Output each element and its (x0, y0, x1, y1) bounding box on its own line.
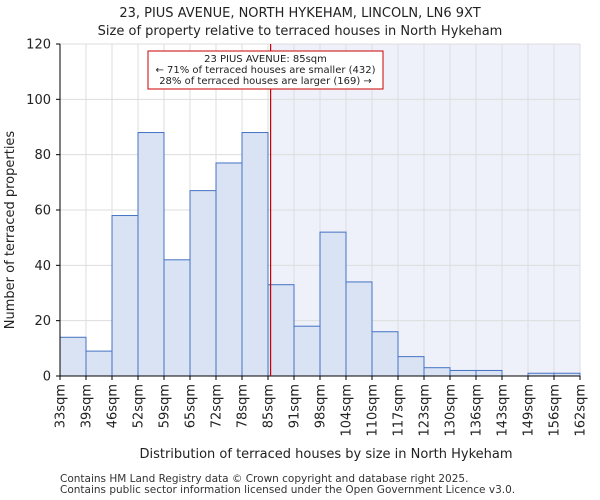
x-tick-label: 78sqm (236, 384, 251, 428)
chart-subtitle: Size of property relative to terraced ho… (97, 24, 503, 39)
x-tick-label: 72sqm (210, 384, 225, 428)
annotation-line-3: 28% of terraced houses are larger (169) … (159, 76, 372, 87)
bar-46sqm (111, 215, 139, 377)
bar-59sqm (163, 259, 191, 377)
footer-line-1: Contains HM Land Registry data © Crown c… (60, 473, 469, 485)
annotation-line-1: 23 PIUS AVENUE: 85sqm (204, 54, 327, 65)
y-tick-label: 20 (34, 314, 51, 329)
x-tick-label: 52sqm (132, 384, 147, 428)
bar-72sqm (215, 162, 243, 377)
bar-85sqm (267, 284, 295, 377)
histogram-chart: 0 20 40 60 80 100 120 33sqm 39sqm 46sqm 52sqm 59sqm… (3, 38, 589, 463)
x-tick-label: 59sqm (158, 384, 173, 428)
bar-110sqm (371, 331, 399, 377)
annotation-line-2: ← 71% of terraced houses are smaller (43… (155, 65, 375, 76)
x-tick-label: 104sqm (340, 384, 355, 437)
bar-39sqm (85, 350, 113, 377)
x-tick-label: 130sqm (444, 384, 459, 437)
y-tick-label: 0 (43, 370, 51, 385)
x-tick-label: 65sqm (184, 384, 199, 428)
bar-130sqm (449, 369, 477, 377)
bar-117sqm (397, 356, 425, 377)
x-tick-label: 46sqm (106, 384, 121, 428)
y-tick-label: 40 (34, 259, 51, 274)
bar-91sqm (293, 325, 321, 377)
y-axis-title: Number of terraced properties (3, 131, 18, 330)
x-tick-label: 156sqm (548, 384, 563, 437)
x-tick-label: 85sqm (262, 384, 277, 428)
x-tick-label: 123sqm (418, 384, 433, 437)
bar-98sqm (319, 231, 347, 377)
y-tick-label: 80 (34, 148, 51, 163)
x-tick-label: 91sqm (288, 384, 303, 428)
y-tick-label: 120 (26, 38, 51, 53)
bar-136sqm (475, 369, 503, 377)
bar-52sqm (137, 132, 165, 377)
x-tick-label: 39sqm (80, 384, 95, 428)
x-tick-label: 98sqm (314, 384, 329, 428)
bar-65sqm (189, 190, 217, 377)
x-tick-label: 136sqm (470, 384, 485, 437)
y-tick-label: 100 (26, 93, 51, 108)
chart-title: 23, PIUS AVENUE, NORTH HYKEHAM, LINCOLN,… (119, 6, 481, 21)
bar-123sqm (423, 367, 451, 377)
footer-line-2: Contains public sector information licen… (60, 484, 516, 496)
x-axis-title: Distribution of terraced houses by size … (139, 447, 512, 462)
x-tick-label: 162sqm (574, 384, 589, 437)
y-tick-label: 60 (34, 204, 51, 219)
x-tick-label: 149sqm (522, 384, 537, 437)
bar-33sqm (59, 336, 87, 377)
x-tick-label: 110sqm (366, 384, 381, 437)
x-tick-label: 33sqm (54, 384, 69, 428)
x-tick-label: 117sqm (392, 384, 407, 437)
x-tick-label: 143sqm (496, 384, 511, 437)
annotation-box (147, 50, 384, 90)
bar-104sqm (345, 281, 373, 377)
bar-78sqm (241, 132, 269, 377)
